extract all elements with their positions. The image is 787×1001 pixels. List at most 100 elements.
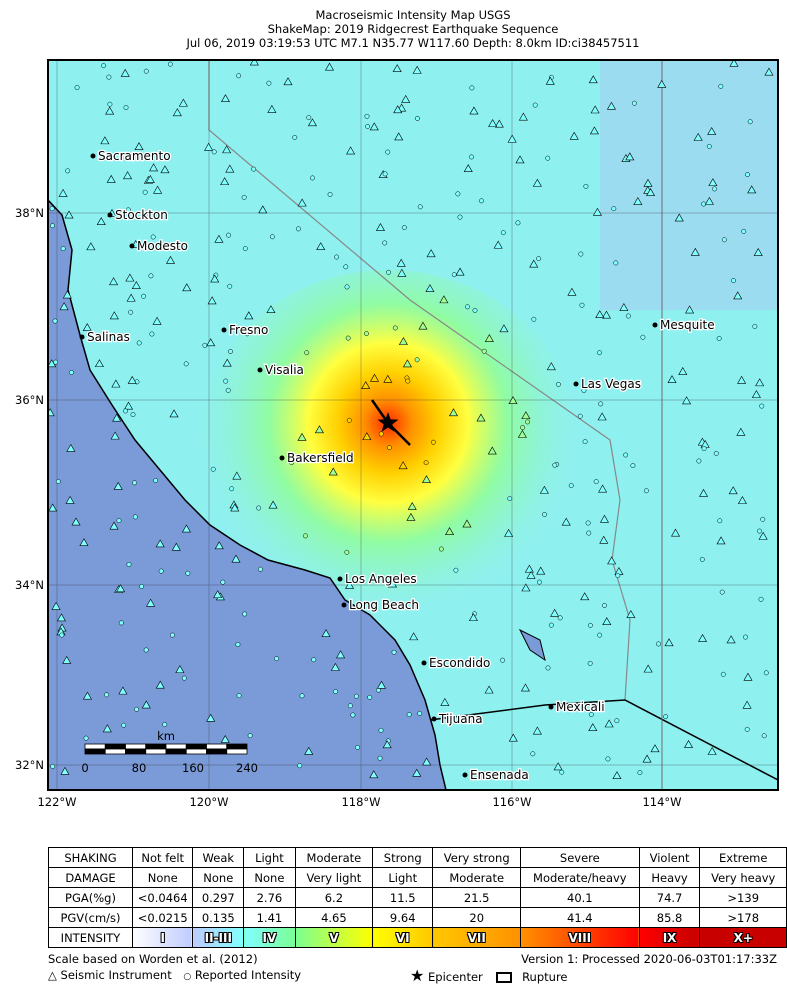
reported-intensity: [752, 323, 758, 329]
legend-cell: Severe: [519, 847, 640, 868]
seismic-instrument: [407, 501, 417, 510]
reported-intensity: [132, 514, 138, 520]
seismic-instrument: [182, 283, 192, 292]
reported-intensity: [455, 191, 461, 197]
reported-intensity: [134, 706, 140, 712]
reported-intensity: [50, 223, 55, 229]
seismic-instrument: [370, 373, 380, 382]
version-note: Version 1: Processed 2020-06-03T01:17:33…: [521, 952, 777, 966]
reported-intensity: [185, 570, 191, 576]
legend-cell: I: [131, 927, 194, 948]
seismic-instrument: [476, 413, 486, 422]
reported-intensity: [479, 198, 484, 204]
seismic-instrument: [64, 210, 74, 219]
legend-cell: VII: [432, 927, 521, 948]
seismic-instrument: [336, 650, 346, 659]
scale-tick: 0: [81, 761, 88, 775]
reported-intensity: [761, 733, 767, 739]
reported-intensity: [355, 744, 360, 750]
reported-intensity: [423, 460, 429, 466]
reported-intensity: [236, 693, 242, 699]
seismic-instrument: [258, 205, 268, 214]
seismic-instrument: [175, 665, 185, 674]
seismic-instrument: [60, 766, 70, 775]
seismic-instrument: [532, 726, 542, 735]
legend-cell: 41.4: [519, 907, 640, 928]
seismic-instrument: [267, 104, 277, 113]
reported-intensity: [597, 350, 602, 356]
reported-intensity: [226, 232, 232, 238]
legend-cell: VIII: [519, 927, 640, 948]
seismic-instrument: [412, 768, 422, 777]
epicenter-icon: [377, 412, 399, 432]
legend-cell: VI: [372, 927, 434, 948]
seismic-instrument: [643, 664, 653, 673]
seismic-instrument: [127, 375, 137, 384]
legend-cell: 2.76: [243, 887, 296, 908]
seismic-instrument: [729, 60, 739, 67]
reported-intensity: [386, 269, 391, 275]
reported-intensity: [65, 168, 71, 174]
reported-intensity: [126, 561, 132, 567]
legend-cell: V: [294, 927, 374, 948]
seismic-instrument: [369, 770, 379, 779]
legend-cell: Heavy: [638, 867, 701, 888]
seismic-instrument: [94, 359, 104, 368]
seismic-instrument: [266, 305, 276, 314]
seismic-instrument: [569, 131, 579, 140]
city-label: Salinas: [87, 330, 130, 344]
seismic-instrument: [670, 528, 681, 537]
city-label: Las Vegas: [581, 377, 641, 391]
seismic-instrument: [48, 503, 58, 512]
seismic-instrument: [699, 488, 709, 497]
city-marker: [573, 381, 579, 387]
seismic-instrument: [213, 590, 223, 599]
seismic-instrument: [539, 485, 549, 494]
legend-row-label: PGV(cm/s): [48, 907, 133, 928]
legend-cell: <0.0215: [131, 907, 194, 928]
seismic-instrument: [753, 247, 763, 256]
reported-intensity: [630, 463, 636, 469]
reported-intensity: [602, 603, 607, 608]
seismic-instrument: [633, 197, 643, 205]
seismic-instrument: [588, 75, 598, 84]
reported-intensity: [640, 334, 646, 340]
reported-intensity: [699, 556, 705, 562]
legend-row: SHAKING Not felt Weak Light Moderate Strong Ve…: [48, 847, 787, 868]
reported-intensity: [406, 712, 412, 718]
reported-intensity: [346, 417, 352, 423]
seismic-instrument: [747, 185, 757, 194]
reported-intensity: [637, 770, 643, 776]
seismic-instrument: [599, 535, 609, 544]
reported-intensity: [345, 335, 351, 341]
seismic-instrument: [110, 431, 120, 440]
reported-intensity: [469, 85, 475, 91]
seismic-instrument: [488, 119, 498, 127]
reported-intensity: [297, 763, 303, 769]
seismic-instrument: [171, 542, 181, 551]
reported-intensity: [701, 201, 707, 207]
legend-cell: Light: [243, 847, 296, 868]
legend-cell: None: [243, 867, 296, 888]
ocean: [48, 198, 447, 790]
seismic-instrument: [220, 94, 230, 103]
reported-intensity: [414, 357, 420, 363]
seismic-instrument: [736, 427, 746, 436]
reported-intensity: [256, 505, 262, 511]
reported-intensity: [128, 309, 134, 315]
seismic-instrument: [361, 380, 371, 389]
reported-intensity: [251, 166, 257, 172]
seismic-instrument: [685, 305, 695, 314]
seismic-instrument: [545, 76, 555, 85]
reported-intensity: [720, 671, 726, 677]
seismic-instrument: [707, 126, 717, 135]
seismic-instrument: [169, 409, 179, 418]
scale-tick: 160: [182, 761, 204, 775]
seismic-instrument: [448, 408, 459, 417]
reported-intensity: [101, 63, 107, 69]
seismic-instrument: [146, 598, 156, 607]
seismic-instrument: [249, 60, 259, 66]
reported-intensity: [744, 726, 750, 732]
seismic-instrument: [674, 213, 684, 222]
legend-cell: Moderate/heavy: [519, 867, 640, 888]
